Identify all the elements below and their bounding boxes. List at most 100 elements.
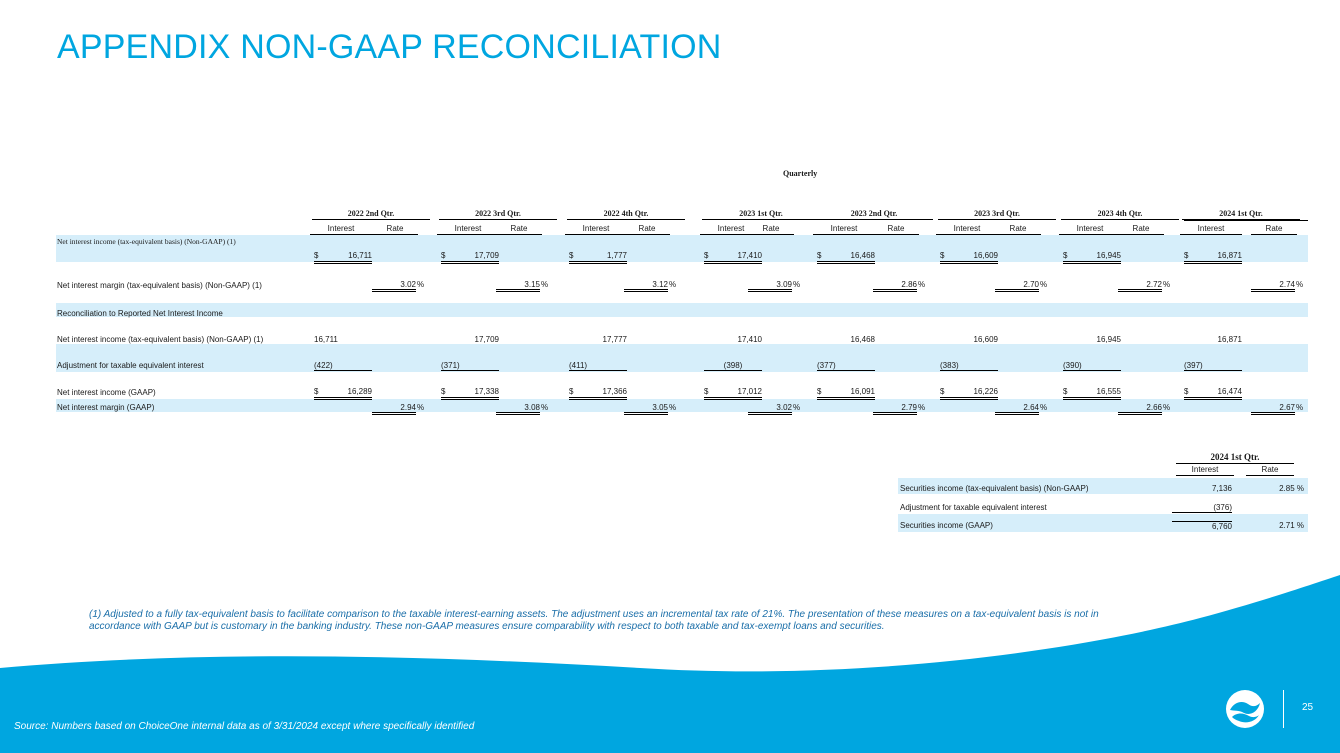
interest-column-header: Interest — [310, 224, 372, 235]
adjustment-value: (383) — [940, 361, 998, 371]
adjustment-value: (422) — [314, 361, 372, 371]
dollar-sign: $ — [940, 251, 945, 260]
cell-value: 17,338 — [474, 387, 499, 396]
cell-value: 16,871 — [1217, 251, 1242, 260]
rate-column-header: Rate — [1251, 224, 1297, 235]
percent-sign: % — [417, 280, 425, 289]
dollar-sign: $ — [314, 387, 319, 396]
row-band — [56, 399, 1308, 412]
nim-te-value: 3.09 — [748, 280, 792, 292]
interest-column-header: Interest — [437, 224, 499, 235]
dollar-sign: $ — [817, 251, 822, 260]
nii-te-2-value: 16,871 — [1217, 335, 1242, 344]
nim-gaap-value: 3.08 — [496, 403, 540, 415]
quarter-header: 2023 2nd Qtr. — [815, 209, 933, 220]
interest-column-header: Interest — [1180, 224, 1242, 235]
dollar-sign: $ — [569, 251, 574, 260]
page-number: 25 — [1302, 702, 1314, 713]
percent-sign: % — [1296, 280, 1304, 289]
small-table-interest-value: (376) — [1172, 503, 1232, 513]
row-band — [56, 235, 1308, 262]
nii-gaap-value: $16,555 — [1063, 387, 1121, 400]
nii-gaap-value: $16,091 — [817, 387, 875, 400]
cell-value: 1,777 — [606, 251, 627, 260]
nim-te-value: 3.02 — [372, 280, 416, 292]
nim-te-value: 3.12 — [624, 280, 668, 292]
nim-gaap-value: 2.79 — [873, 403, 917, 415]
adjustment-value: (411) — [569, 361, 627, 371]
dollar-sign: $ — [1184, 387, 1189, 396]
percent-sign: % — [918, 403, 926, 412]
rate-column-header: Rate — [372, 224, 418, 235]
adjustment-value: (377) — [817, 361, 875, 371]
small-table-rate-value: 2.71 % — [1279, 521, 1304, 530]
nim-te-value: 3.15 — [496, 280, 540, 292]
small-table-row-label: Adjustment for taxable equivalent intere… — [900, 503, 1047, 512]
row-label-nim-te: Net interest margin (tax-equivalent basi… — [57, 281, 262, 290]
nii-te-value: $16,609 — [940, 251, 998, 264]
interest-column-header: Interest — [813, 224, 875, 235]
nim-te-value: 2.72 — [1118, 280, 1162, 292]
row-band — [56, 303, 1308, 317]
rate-column-header: Rate — [748, 224, 794, 235]
row-label-adjustment: Adjustment for taxable equivalent intere… — [57, 361, 204, 370]
nim-te-value: 2.70 — [995, 280, 1039, 292]
small-table-row-label: Securities income (GAAP) — [900, 521, 993, 530]
percent-sign: % — [1163, 280, 1171, 289]
cell-value: 16,711 — [348, 251, 372, 260]
nii-te-2-value: 16,711 — [314, 335, 338, 344]
nii-gaap-value: $17,338 — [441, 387, 499, 400]
dollar-sign: $ — [441, 251, 446, 260]
nii-te-value: $17,709 — [441, 251, 499, 264]
nii-gaap-value: $16,474 — [1184, 387, 1242, 400]
rate-column-header: Rate — [995, 224, 1041, 235]
nii-te-value: $16,945 — [1063, 251, 1121, 264]
footnote: (1) Adjusted to a fully tax-equivalent b… — [89, 609, 1099, 632]
nii-gaap-value: $17,366 — [569, 387, 627, 400]
percent-sign: % — [918, 280, 926, 289]
nim-gaap-value: 3.02 — [748, 403, 792, 415]
rate-column-header: Rate — [873, 224, 919, 235]
cell-value: 17,709 — [474, 251, 499, 260]
row-label-nii-gaap: Net interest income (GAAP) — [57, 388, 156, 397]
cell-value: 16,289 — [347, 387, 372, 396]
interest-column-header: Interest — [1059, 224, 1121, 235]
nii-te-value: $1,777 — [569, 251, 627, 264]
cell-value: 17,366 — [602, 387, 627, 396]
small-table-rate-header: Rate — [1246, 465, 1294, 476]
small-table-rate-value: 2.85 % — [1279, 484, 1304, 493]
dollar-sign: $ — [704, 387, 709, 396]
nii-te-2-value: 16,609 — [973, 335, 998, 344]
source-note: Source: Numbers based on ChoiceOne inter… — [14, 721, 475, 732]
dollar-sign: $ — [441, 387, 446, 396]
quarter-header: 2022 3rd Qtr. — [439, 209, 557, 220]
small-table-row-label: Securities income (tax-equivalent basis)… — [900, 484, 1089, 493]
nim-te-value: 2.86 — [873, 280, 917, 292]
nii-gaap-value: $16,289 — [314, 387, 372, 400]
row-band — [56, 344, 1308, 372]
dollar-sign: $ — [817, 387, 822, 396]
quarter-header: 2024 1st Qtr. — [1182, 209, 1300, 220]
dollar-sign: $ — [940, 387, 945, 396]
dollar-sign: $ — [1063, 251, 1068, 260]
cell-value: 17,410 — [737, 251, 762, 260]
footer-divider — [1283, 690, 1284, 728]
percent-sign: % — [541, 280, 549, 289]
nii-te-2-value: 16,468 — [850, 335, 875, 344]
quarter-header: 2023 3rd Qtr. — [938, 209, 1056, 220]
percent-sign: % — [541, 403, 549, 412]
cell-value: 16,091 — [850, 387, 875, 396]
percent-sign: % — [669, 403, 677, 412]
interest-column-header: Interest — [936, 224, 998, 235]
row-label-reconciliation: Reconciliation to Reported Net Interest … — [57, 309, 223, 318]
percent-sign: % — [1296, 403, 1304, 412]
nim-gaap-value: 2.67 — [1251, 403, 1295, 415]
rate-column-header: Rate — [624, 224, 670, 235]
page-title: APPENDIX NON-GAAP RECONCILIATION — [57, 28, 722, 66]
quarter-header: 2022 4th Qtr. — [567, 209, 685, 220]
small-table-interest-value: 6,760 — [1172, 521, 1232, 531]
nim-te-value: 2.74 — [1251, 280, 1295, 292]
small-table-interest-header: Interest — [1176, 465, 1234, 476]
nii-te-value: $16,871 — [1184, 251, 1242, 264]
